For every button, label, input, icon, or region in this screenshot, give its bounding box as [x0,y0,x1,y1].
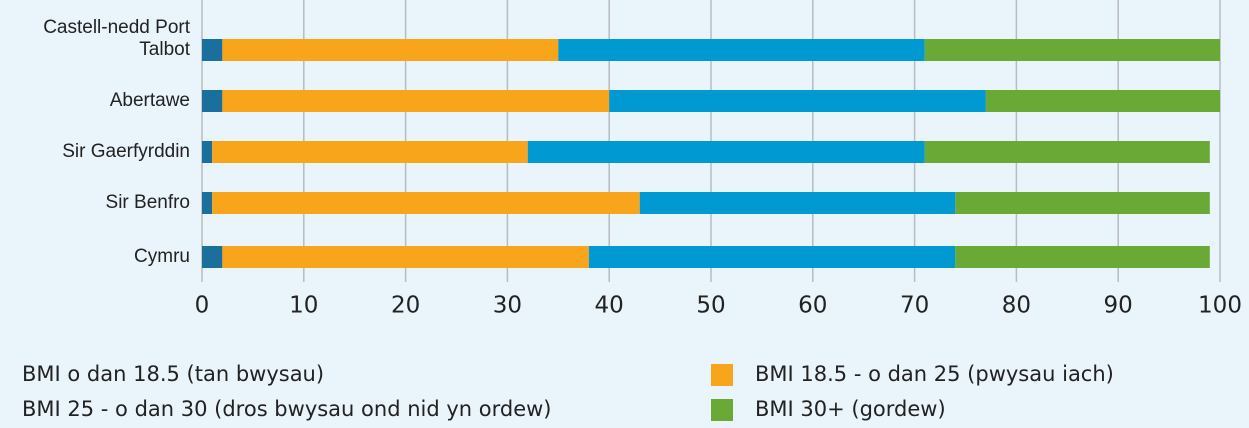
bar-segment [202,90,223,112]
bar-segment [202,39,223,61]
bar-segment [202,141,213,163]
bar-segment [985,90,1220,112]
x-tick-label: 70 [900,293,929,319]
y-tick-label: Abertawe [109,90,190,111]
bar-segment [924,39,1220,61]
x-tick-label: 90 [1104,293,1133,319]
x-tick-label: 40 [595,293,624,319]
legend-swatch [711,399,733,421]
bar-segment [212,141,528,163]
bar-segment [222,90,610,112]
y-tick-label: Cymru [134,246,190,267]
legend-swatch [711,364,733,386]
bar-segment [202,246,223,268]
legend-label: BMI 18.5 - o dan 25 (pwysau iach) [755,362,1114,386]
bar-segment [222,39,559,61]
legend-label: BMI 25 - o dan 30 (dros bwysau ond nid y… [22,397,552,421]
x-tick-label: 50 [696,293,725,319]
bar-segment [609,90,986,112]
y-tick-label: Sir Benfro [105,192,190,213]
x-tick-label: 10 [289,293,318,319]
x-tick-label: 60 [798,293,827,319]
y-tick-label: Sir Gaerfyrddin [62,141,190,162]
bar-segment [202,192,213,214]
x-tick-label: 80 [1002,293,1031,319]
bar-segment [212,192,640,214]
bar-segment [924,141,1210,163]
legend-label: BMI 30+ (gordew) [755,397,946,421]
bar-segment [527,141,925,163]
legend-label: BMI o dan 18.5 (tan bwysau) [22,362,324,386]
bar-segment [955,192,1210,214]
bar-segment [558,39,925,61]
bar-segment [588,246,956,268]
x-tick-label: 100 [1198,293,1242,319]
bar-segment [955,246,1210,268]
bar-segment [639,192,956,214]
x-tick-label: 0 [195,293,210,319]
bar-segment [222,246,589,268]
x-tick-label: 20 [391,293,420,319]
y-tick-label: Castell-nedd Port Talbot [43,17,190,60]
x-tick-label: 30 [493,293,522,319]
